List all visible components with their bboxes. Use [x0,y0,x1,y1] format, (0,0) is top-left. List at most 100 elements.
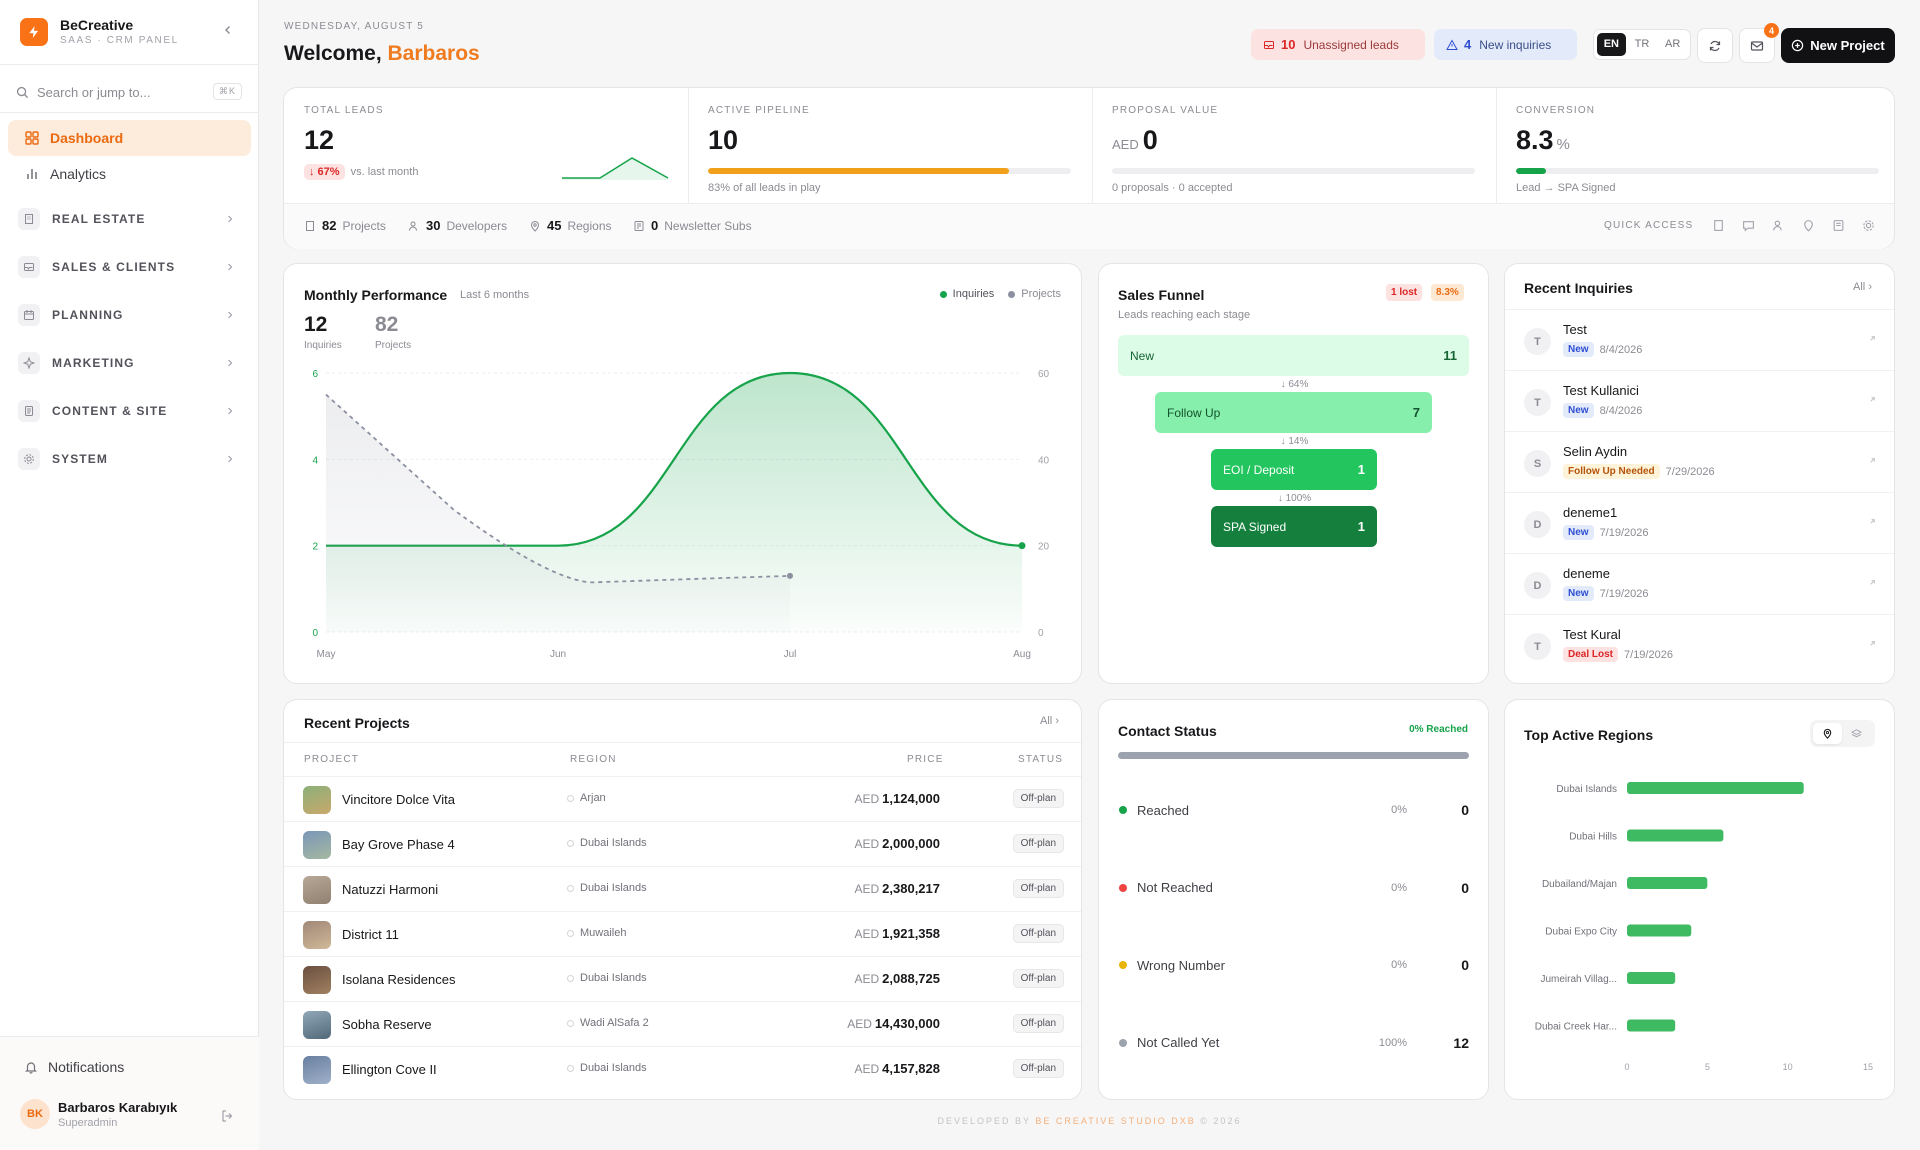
external-link-icon[interactable] [1868,578,1877,587]
region-bar[interactable] [1627,972,1676,984]
group-content-site[interactable]: CONTENT & SITE [18,396,243,426]
region-bar[interactable] [1627,924,1692,937]
search-input[interactable]: Search or jump to... ⌘K [16,82,242,102]
funnel-stage-new[interactable]: New 11 [1118,335,1469,376]
funnel-stage-spa[interactable]: SPA Signed 1 [1211,506,1377,547]
external-link-icon[interactable] [1868,456,1877,465]
map-pin-icon[interactable] [1802,219,1815,232]
gear-icon[interactable] [1862,219,1875,232]
inquiry-row[interactable]: T Test New 8/4/2026 [1505,309,1894,370]
kpi-value: 12 [304,125,335,155]
stat-newsletter[interactable]: 0 Newsletter Subs [633,218,752,233]
project-region: Dubai Islands [567,837,647,849]
stat-developers[interactable]: 30 Developers [408,218,507,233]
nav-analytics[interactable]: Analytics [8,156,251,192]
users-icon[interactable] [1772,219,1785,232]
stage-name: New [1130,348,1155,363]
external-link-icon[interactable] [1868,517,1877,526]
layers-icon[interactable] [1842,723,1871,744]
stat-regions[interactable]: 45 Regions [529,218,612,233]
newspaper-icon[interactable] [1832,219,1845,232]
funnel-stage-eoi[interactable]: EOI / Deposit 1 [1211,449,1377,490]
status-count: 0 [1461,802,1469,818]
region-label: Dubai Hills [1569,832,1617,843]
table-row[interactable]: Sobha Reserve Wadi AlSafa 2 AED 14,430,000 O… [284,1001,1081,1046]
nav-dashboard[interactable]: Dashboard [8,120,251,156]
mail-icon [1750,40,1764,51]
stats-bar: 82 Projects 30 Developers 45 Regions 0 Newsl… [284,203,1894,249]
kpi-active-pipeline[interactable]: ACTIVE PIPELINE 10 83% of all leads in p… [688,88,1091,203]
new-inquiries-pill[interactable]: 4 New inquiries [1434,29,1577,60]
notifications-link[interactable]: Notifications [24,1059,124,1075]
group-sales-clients[interactable]: SALES & CLIENTS [18,252,243,282]
view-all-link[interactable]: All › [1853,281,1872,293]
group-planning[interactable]: PLANNING [18,300,243,330]
stat-projects[interactable]: 82 Projects [304,218,386,233]
table-row[interactable]: Natuzzi Harmoni Dubai Islands AED 2,380,217… [284,866,1081,911]
lang-ar[interactable]: AR [1665,38,1681,50]
contact-status-row[interactable]: Reached 0% 0 [1119,800,1469,820]
group-system[interactable]: SYSTEM [18,444,243,474]
external-link-icon[interactable] [1868,395,1877,404]
bar-chart-icon [27,169,37,179]
collapse-sidebar-icon[interactable] [221,23,235,37]
unassigned-leads-pill[interactable]: 10 Unassigned leads [1251,29,1425,60]
inquiry-row[interactable]: S Selin Aydin Follow Up Needed 7/29/2026 [1505,431,1894,492]
table-row[interactable]: Bay Grove Phase 4 Dubai Islands AED 2,000,0… [284,821,1081,866]
table-row[interactable]: Isolana Residences Dubai Islands AED 2,088,… [284,956,1081,1001]
status-badge: Follow Up Needed [1563,464,1660,479]
currency: AED [847,1017,872,1031]
inquiry-row[interactable]: T Test Kural Deal Lost 7/19/2026 [1505,614,1894,675]
sidebar-footer: Notifications BK Barbaros Karabıyık Supe… [0,1036,259,1150]
table-row[interactable]: District 11 Muwaileh AED 1,921,358 Off-plan [284,911,1081,956]
external-link-icon[interactable] [1868,334,1877,343]
table-row[interactable]: Vincitore Dolce Vita Arjan AED 1,124,000 Off… [284,776,1081,821]
logout-icon[interactable] [220,1109,234,1123]
building-icon[interactable] [1712,219,1725,232]
contact-status-row[interactable]: Not Called Yet 100% 12 [1119,1033,1469,1053]
kpi-proposal-value[interactable]: PROPOSAL VALUE AED 0 0 proposals · 0 acce… [1092,88,1495,203]
lang-tr[interactable]: TR [1634,38,1650,50]
grid-icon [25,131,39,145]
kpi-value: 0 [1142,125,1158,155]
mail-button[interactable]: 4 [1739,23,1779,63]
divider [688,88,689,203]
view-all-link[interactable]: All › [1040,715,1059,727]
region-bar[interactable] [1627,829,1724,842]
region-bar[interactable] [1627,1019,1676,1032]
inquiry-name: deneme [1563,566,1610,581]
contact-status-row[interactable]: Wrong Number 0% 0 [1119,955,1469,975]
kpi-conversion[interactable]: CONVERSION 8.3% Lead → SPA Signed [1496,88,1899,203]
funnel-stage-follow-up[interactable]: Follow Up 7 [1155,392,1432,433]
y-tick-left: 0 [312,628,318,639]
search-icon [16,86,29,98]
chat-icon[interactable] [1742,219,1755,232]
lang-en[interactable]: EN [1597,33,1626,56]
inquiry-date: 7/19/2026 [1599,526,1649,539]
external-link-icon[interactable] [1868,639,1877,648]
bolt-icon [20,17,48,46]
region-bar[interactable] [1627,782,1804,794]
data-point[interactable] [1018,542,1026,550]
user-profile[interactable]: BK Barbaros Karabıyık Superadmin [20,1099,177,1129]
contact-status-row[interactable]: Not Reached 0% 0 [1119,878,1469,898]
welcome-text: Welcome, [284,42,382,65]
brand[interactable]: BeCreative SAAS · CRM PANEL [20,17,179,46]
new-project-button[interactable]: New Project [1781,28,1895,63]
table-row[interactable]: Ellington Cove II Dubai Islands AED 4,157,8… [284,1046,1081,1091]
kpi-total-leads[interactable]: TOTAL LEADS 12 ↓ 67% vs. last month [284,88,687,203]
group-real-estate[interactable]: REAL ESTATE [18,204,243,234]
y-tick-left: 4 [312,455,318,466]
kpi-card: TOTAL LEADS 12 ↓ 67% vs. last month ACTIV… [283,87,1895,249]
group-marketing[interactable]: MARKETING [18,348,243,378]
map-pin-icon[interactable] [1813,723,1842,744]
monthly-performance-card: Monthly Performance Last 6 months Inquir… [283,263,1082,684]
region-bar[interactable] [1627,877,1708,889]
refresh-button[interactable] [1697,28,1733,63]
data-point[interactable] [787,572,793,579]
inquiry-row[interactable]: T Test Kullanici New 8/4/2026 [1505,370,1894,431]
footer-studio[interactable]: BE CREATIVE STUDIO DXB [1035,1116,1196,1126]
